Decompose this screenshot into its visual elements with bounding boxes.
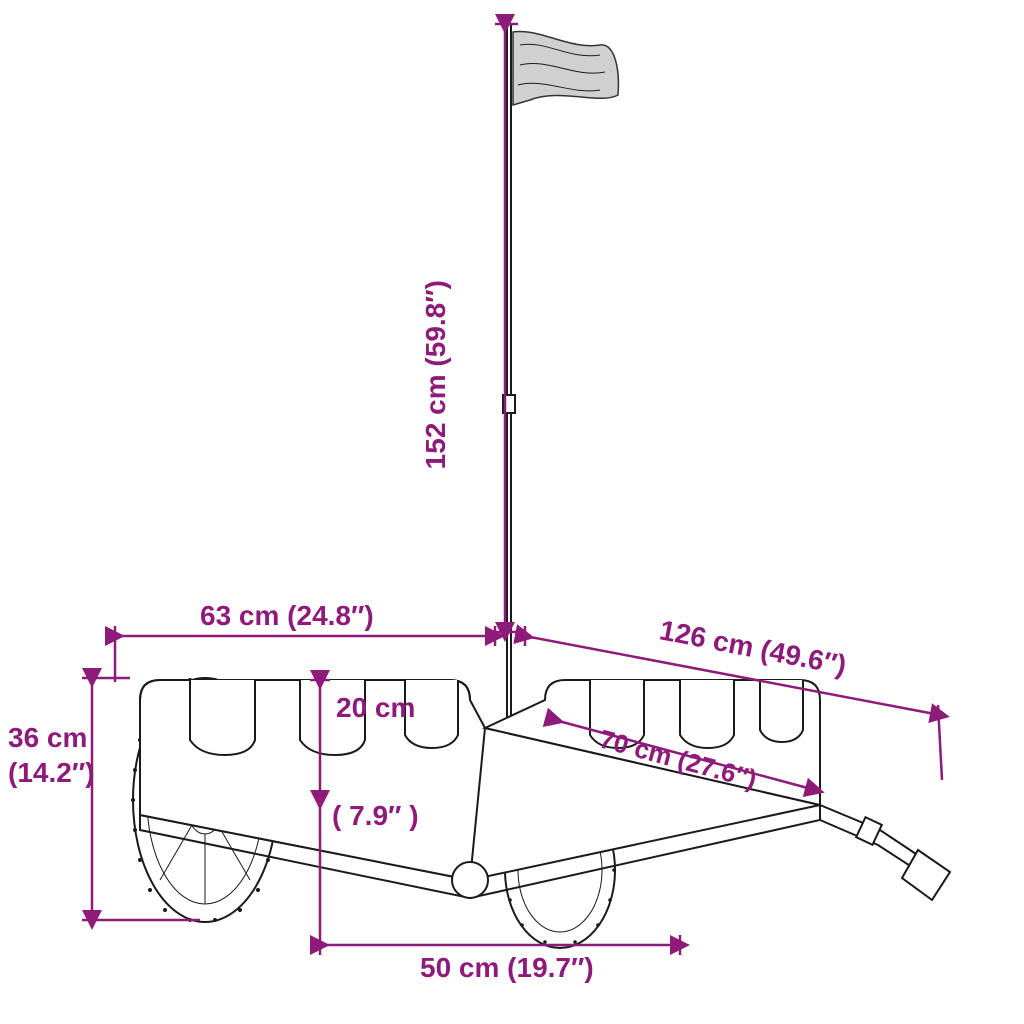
dim-wheel-track: 50 cm (19.7″) <box>420 952 594 984</box>
dim-side-height-in: ( 7.9″ ) <box>332 800 419 832</box>
dim-side-height-cm: 20 cm <box>336 692 415 724</box>
dim-wheel-height: 36 cm (14.2″) <box>8 720 93 790</box>
dimension-lines <box>0 0 1024 1024</box>
dim-width-left: 63 cm (24.8″) <box>200 600 374 632</box>
dim-flag-height: 152 cm (59.8″) <box>420 280 452 469</box>
